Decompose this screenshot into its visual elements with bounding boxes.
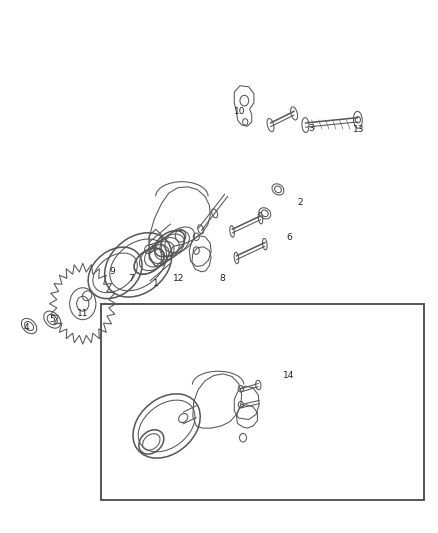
Text: 7: 7 [128,273,134,282]
Text: 1: 1 [153,279,159,288]
Text: 4: 4 [23,323,29,332]
Text: 14: 14 [283,371,294,380]
Text: 6: 6 [286,233,292,242]
Text: 11: 11 [77,309,88,318]
Text: 12: 12 [173,273,184,282]
Text: 3: 3 [308,124,314,133]
Bar [101,304,424,500]
Text: 13: 13 [353,125,364,134]
Text: 5: 5 [49,315,55,324]
Text: 9: 9 [109,268,115,276]
Text: 8: 8 [219,273,226,282]
Text: 10: 10 [234,107,246,116]
Text: 2: 2 [297,198,303,207]
